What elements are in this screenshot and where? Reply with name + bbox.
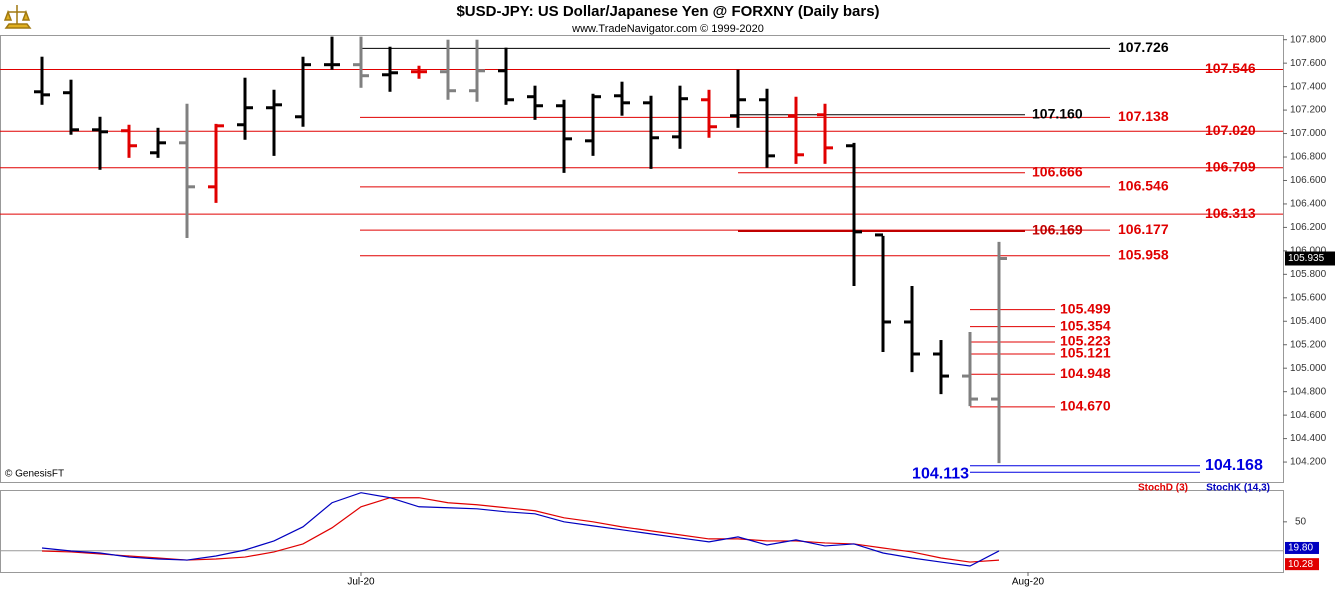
level-label: 106.546 [1118, 178, 1169, 194]
stoch-frame [0, 490, 1284, 573]
y-tick-label: 107.200 [1290, 105, 1327, 116]
level-label: 106.666 [1032, 163, 1083, 179]
level-label: 107.546 [1205, 60, 1256, 76]
last-value-label: 19.80 [1288, 543, 1313, 554]
y-tick-label: 105.400 [1290, 316, 1327, 327]
y-tick-label: 106.000 [1290, 246, 1327, 257]
y-tick-label: 104.200 [1290, 457, 1327, 468]
last-value-box [1285, 541, 1319, 554]
y-tick-label: 107.000 [1290, 128, 1327, 139]
logo [3, 5, 32, 29]
y-tick-label: 105.000 [1290, 363, 1327, 374]
level-label: 106.177 [1118, 221, 1169, 237]
y-tick-label: 105.800 [1290, 269, 1327, 280]
y-tick-label: 104.400 [1290, 433, 1327, 444]
y-tick-label: 50 [1295, 516, 1307, 527]
x-tick-label: Aug-20 [1012, 577, 1045, 588]
y-tick-label: 106.200 [1290, 222, 1327, 233]
y-tick-label: 104.800 [1290, 386, 1327, 397]
y-tick-label: 105.200 [1290, 339, 1327, 350]
stoch-line [41, 497, 1000, 563]
level-label: 106.709 [1205, 158, 1256, 174]
last-price-box [1285, 251, 1335, 266]
y-tick-label: 106.800 [1290, 152, 1327, 163]
level-label: 105.958 [1118, 247, 1169, 263]
main-frame [0, 35, 1284, 483]
copyright-note: © GenesisFT [5, 469, 64, 480]
x-tick-label: Jul-20 [347, 577, 375, 588]
last-value-box [1285, 558, 1319, 571]
last-value-label: 10.28 [1288, 559, 1313, 570]
level-label: 106.169 [1032, 222, 1083, 238]
level-label: 107.020 [1205, 122, 1256, 138]
y-tick-label: 106.400 [1290, 199, 1327, 210]
legend-label: StochD (3) [1138, 483, 1188, 494]
legend-label: StochK (14,3) [1206, 483, 1270, 494]
level-label: 106.313 [1205, 205, 1256, 221]
level-label: 105.354 [1060, 317, 1111, 333]
y-tick-label: 104.600 [1290, 410, 1327, 421]
chart-subtitle: www.TradeNavigator.com © 1999-2020 [571, 23, 764, 35]
level-label: 107.726 [1118, 39, 1169, 55]
y-tick-label: 106.600 [1290, 175, 1327, 186]
level-label: 104.948 [1060, 365, 1111, 381]
level-label: 105.223 [1060, 333, 1111, 349]
level-label: 104.113 [912, 465, 969, 482]
level-label: 107.160 [1032, 105, 1083, 121]
chart-title: $USD-JPY: US Dollar/Japanese Yen @ FORXN… [456, 3, 879, 20]
level-label: 104.670 [1060, 398, 1111, 414]
stoch-line [41, 492, 1000, 567]
y-tick-label: 107.600 [1290, 58, 1327, 69]
y-tick-label: 107.800 [1290, 34, 1327, 45]
y-tick-label: 105.600 [1290, 292, 1327, 303]
y-tick-label: 107.400 [1290, 81, 1327, 92]
last-price-label: 105.935 [1288, 253, 1325, 264]
level-label: 104.168 [1205, 457, 1263, 474]
level-label: 107.138 [1118, 108, 1169, 124]
level-label: 105.499 [1060, 300, 1111, 316]
level-label: 105.121 [1060, 345, 1111, 361]
